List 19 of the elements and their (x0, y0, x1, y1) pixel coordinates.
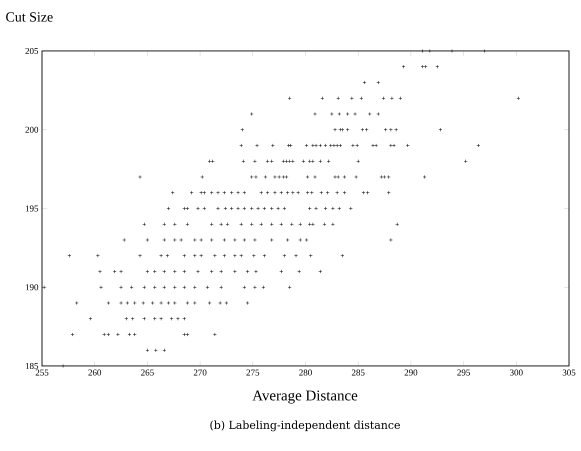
x-tick-label: 265 (141, 370, 154, 376)
x-tick-label: 255 (36, 370, 48, 376)
y-tick-label: 185 (26, 362, 38, 370)
x-tick-label: 260 (88, 370, 102, 376)
y-tick-label: 190 (26, 284, 38, 290)
y-tick-label: 205 (25, 48, 38, 54)
x-axis-title: Average Distance (252, 390, 358, 404)
x-tick-label: 300 (510, 370, 523, 376)
x-tick-label: 285 (352, 370, 365, 376)
x-tick-label: 270 (194, 370, 206, 376)
x-tick-label: 290 (404, 370, 418, 376)
y-axis-title: Cut Size (6, 12, 53, 22)
x-tick-label: 275 (246, 370, 260, 376)
x-tick-label: 280 (299, 370, 312, 376)
text: (b) Labeling-independent distance (210, 420, 400, 432)
y-tick-label: 195 (26, 205, 38, 212)
x-tick-label: 305 (562, 370, 576, 376)
y-tick-label: 200 (25, 126, 38, 133)
x-tick-label: 295 (457, 370, 470, 376)
